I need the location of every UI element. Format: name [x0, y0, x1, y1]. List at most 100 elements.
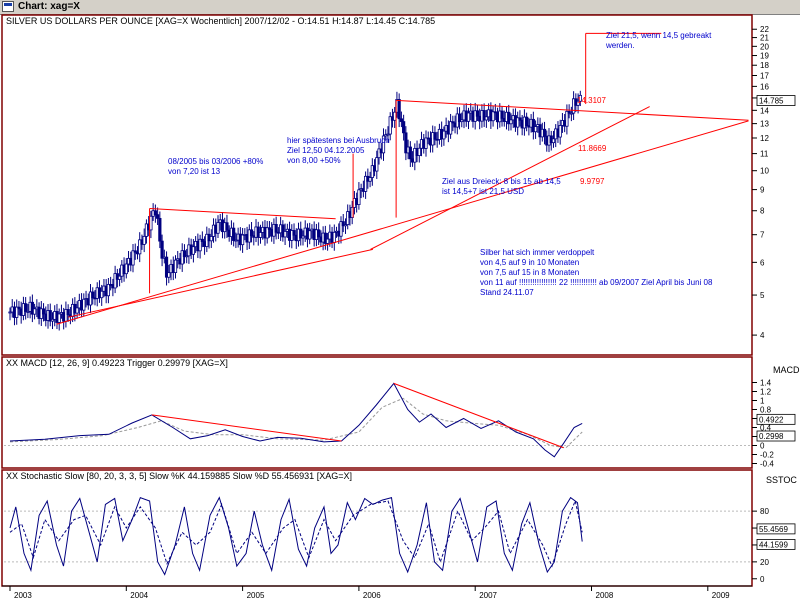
macd-value-label: 0.2998: [759, 432, 784, 441]
candle-body: [113, 273, 117, 289]
candle-body: [198, 238, 202, 252]
candle-body: [381, 135, 386, 154]
candle-body: [66, 309, 70, 316]
candle-body: [408, 146, 412, 160]
candle-body: [466, 112, 471, 122]
candle-body: [117, 275, 122, 280]
candle-body: [377, 148, 381, 159]
candle-body: [516, 117, 520, 128]
macd-panel-title: XX MACD [12, 26, 9] 0.49223 Trigger 0.29…: [6, 358, 228, 368]
candle-body: [368, 177, 372, 182]
x-tick-label: 2008: [596, 591, 614, 600]
stoch-value-badge: [756, 539, 796, 550]
candle-body: [265, 227, 269, 239]
stoch-slow-d-line: [9, 499, 583, 568]
macd-tick-label: 0.4: [760, 424, 772, 433]
candle-body: [142, 235, 146, 245]
price-tick-label: 11: [760, 150, 769, 159]
level-label: 9.9797: [580, 177, 605, 186]
stoch-tick-label: 0: [760, 575, 765, 584]
macd-tick-label: 1.2: [760, 388, 772, 397]
candle-body: [267, 227, 272, 230]
macd-trend-line: [151, 414, 342, 442]
candle-body: [388, 116, 392, 135]
candle-body: [26, 310, 30, 313]
candle-body: [364, 175, 368, 192]
trend-line: [56, 120, 749, 325]
x-tick-label: 2004: [130, 591, 148, 600]
candle-body: [482, 110, 486, 121]
candle-body: [106, 283, 111, 297]
candle-body: [17, 306, 21, 310]
candle-body: [160, 240, 164, 259]
last-price-label: 14.785: [759, 97, 784, 106]
candle-body: [299, 228, 303, 239]
annotation-note-breakout: Ziel 12,50 04.12.2005: [287, 146, 365, 155]
price-tick-label: 16: [760, 82, 769, 91]
candle-body: [341, 221, 345, 227]
candle-body: [225, 222, 229, 231]
candle-body: [173, 259, 178, 273]
candle-body: [323, 232, 327, 244]
candle-body: [283, 230, 287, 238]
price-tick-label: 7: [760, 231, 765, 240]
price-tick-label: 12: [760, 134, 769, 143]
candle-body: [209, 236, 213, 242]
macd-value-badge: [756, 430, 796, 442]
chart-window-icon: [2, 1, 14, 12]
candle-body: [308, 230, 312, 240]
annotation-note-triangle: ist 14,5+7 ist 21,5 USD: [442, 187, 524, 196]
macd-tick-label: 1: [760, 397, 765, 406]
trend-line: [149, 208, 336, 220]
x-tick-label: 2006: [363, 591, 381, 600]
candle-body: [357, 189, 361, 205]
candle-body: [41, 308, 46, 315]
candle-body: [91, 291, 95, 299]
candle-body: [525, 116, 529, 127]
stoch-tick-label: 80: [760, 507, 769, 516]
macd-tick-label: 0: [760, 442, 765, 451]
candle-body: [149, 215, 153, 231]
candle-body: [417, 147, 421, 156]
candle-body: [191, 246, 195, 255]
candle-body: [301, 235, 305, 239]
candle-body: [158, 217, 162, 242]
candle-body: [386, 133, 390, 136]
candle-body: [572, 98, 576, 114]
candle-body: [292, 230, 296, 236]
candle-body: [343, 224, 348, 227]
x-tick-label: 2007: [479, 591, 497, 600]
annotation-note-2005: 08/2005 bis 03/2006 +80%: [168, 157, 263, 166]
price-tick-label: 14: [760, 106, 769, 115]
candle-body: [399, 118, 403, 122]
candle-body: [375, 157, 379, 172]
stoch-slow-k-line: [9, 496, 583, 576]
window-title: Chart: xag=X: [18, 1, 80, 12]
macd-trigger-line: [9, 397, 583, 449]
price-panel-frame: [1, 14, 753, 356]
stoch-value-badge: [756, 523, 796, 535]
annotation-note-target: Ziel 21,5, wenn 14,5 gebreakt: [606, 31, 712, 40]
candle-body: [124, 263, 128, 275]
price-tick-label: 10: [760, 167, 769, 176]
candle-body: [393, 111, 397, 121]
x-tick-label: 2005: [247, 591, 265, 600]
price-tick-label: 20: [760, 42, 769, 51]
candle-body: [50, 318, 55, 322]
macd-panel-frame: [1, 356, 753, 469]
candle-body: [370, 165, 374, 178]
level-label: 14.3107: [577, 96, 606, 105]
candle-body: [138, 239, 142, 255]
price-tick-label: 9: [760, 186, 765, 195]
candle-body: [433, 132, 437, 140]
annotation-note-breakout: hier spätestens bei Ausbruch: [287, 136, 390, 145]
macd-tick-label: 1.4: [760, 379, 772, 388]
trend-line: [370, 106, 650, 250]
window-titlebar[interactable]: Chart: xag=X: [0, 0, 800, 15]
candle-body: [569, 112, 573, 115]
candle-body: [475, 110, 480, 117]
candle-body: [200, 238, 204, 242]
candle-body: [180, 250, 184, 265]
candle-body: [317, 229, 321, 238]
candle-body: [397, 99, 401, 120]
